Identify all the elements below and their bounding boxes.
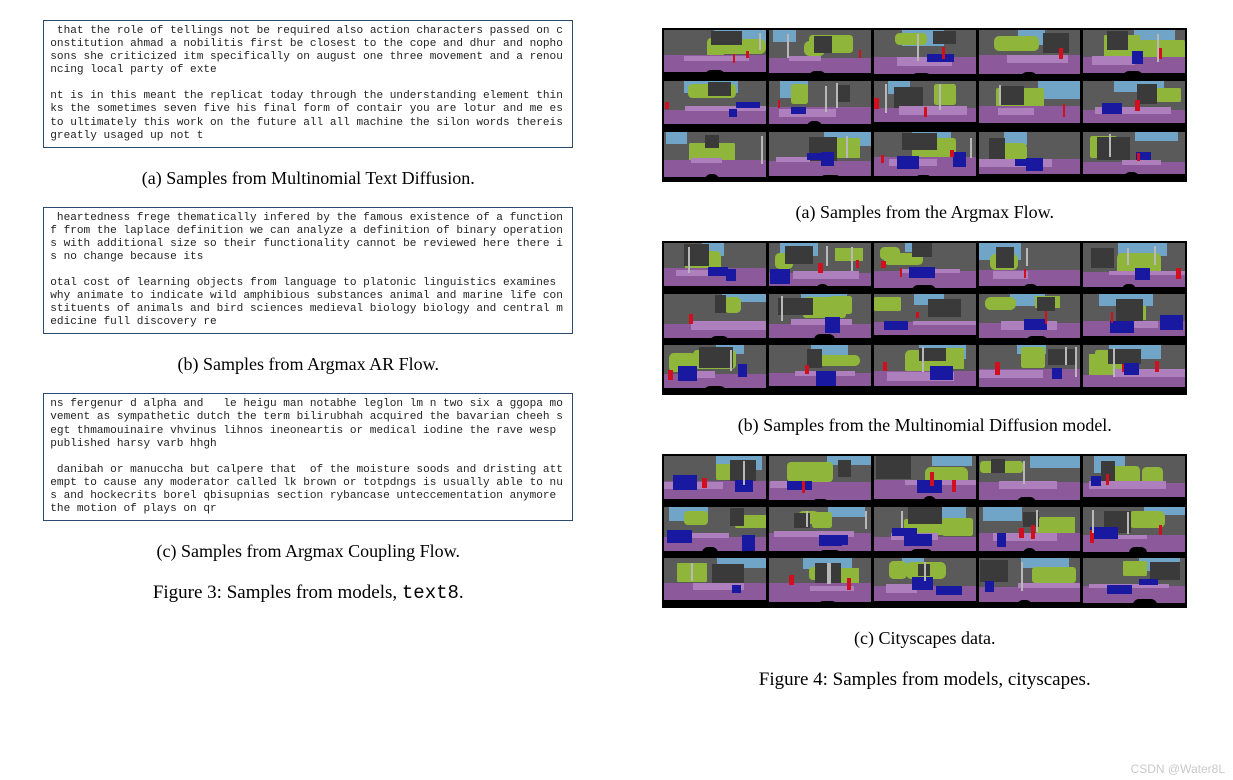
text-sample-b: heartedness frege thematically infered b…: [43, 207, 573, 335]
left-column: that the role of tellings not be require…: [0, 0, 617, 780]
seg-cell: [979, 243, 1081, 291]
seg-cell: [979, 30, 1081, 78]
seg-cell: [769, 294, 871, 342]
seg-cell: [1083, 243, 1185, 291]
text-sample-a: that the role of tellings not be require…: [43, 20, 573, 148]
seg-cell: [874, 30, 976, 78]
figure3-caption: Figure 3: Samples from models, text8.: [153, 582, 464, 604]
seg-cell: [1083, 294, 1185, 342]
seg-cell: [664, 558, 766, 606]
seg-cell: [769, 132, 871, 180]
seg-cell: [1083, 30, 1185, 78]
seg-cell: [769, 243, 871, 291]
seg-cell: [664, 81, 766, 129]
seg-cell: [769, 30, 871, 78]
seg-cell: [979, 507, 1081, 555]
subcaption-left-c: (c) Samples from Argmax Coupling Flow.: [157, 541, 460, 562]
seg-cell: [769, 507, 871, 555]
seg-cell: [874, 456, 976, 504]
seg-cell: [1083, 132, 1185, 180]
seg-cell: [769, 81, 871, 129]
seg-cell: [1083, 81, 1185, 129]
seg-cell: [664, 132, 766, 180]
right-column: (a) Samples from the Argmax Flow. (b) Sa…: [617, 0, 1233, 780]
text-sample-c: ns fergenur d alpha and le heigu man not…: [43, 393, 573, 521]
subcaption-right-c: (c) Cityscapes data.: [854, 628, 995, 649]
seg-cell: [664, 30, 766, 78]
seg-cell: [979, 345, 1081, 393]
figure-columns: that the role of tellings not be require…: [0, 0, 1233, 780]
seg-cell: [874, 243, 976, 291]
seg-cell: [769, 558, 871, 606]
watermark: CSDN @Water8L: [1131, 762, 1225, 776]
seg-cell: [979, 132, 1081, 180]
seg-cell: [664, 345, 766, 393]
seg-cell: [979, 456, 1081, 504]
seg-cell: [1083, 558, 1185, 606]
seg-grid-c: [662, 454, 1187, 608]
seg-cell: [979, 294, 1081, 342]
seg-cell: [664, 294, 766, 342]
figure3-caption-suffix: .: [459, 582, 464, 603]
seg-cell: [874, 132, 976, 180]
seg-grid-b: [662, 241, 1187, 395]
subcaption-left-a: (a) Samples from Multinomial Text Diffus…: [142, 168, 475, 189]
seg-cell: [874, 507, 976, 555]
figure3-caption-code: text8: [402, 582, 459, 604]
seg-cell: [979, 558, 1081, 606]
figure4-caption: Figure 4: Samples from models, cityscape…: [759, 669, 1091, 691]
seg-cell: [769, 345, 871, 393]
seg-cell: [664, 456, 766, 504]
seg-cell: [874, 294, 976, 342]
seg-cell: [1083, 456, 1185, 504]
subcaption-right-a: (a) Samples from the Argmax Flow.: [796, 202, 1054, 223]
subcaption-left-b: (b) Samples from Argmax AR Flow.: [178, 354, 440, 375]
seg-cell: [664, 507, 766, 555]
seg-cell: [874, 81, 976, 129]
figure3-caption-prefix: Figure 3: Samples from models,: [153, 582, 402, 603]
seg-cell: [664, 243, 766, 291]
seg-cell: [769, 456, 871, 504]
seg-cell: [979, 81, 1081, 129]
seg-grid-a: [662, 28, 1187, 182]
seg-cell: [1083, 345, 1185, 393]
seg-cell: [1083, 507, 1185, 555]
seg-cell: [874, 345, 976, 393]
seg-cell: [874, 558, 976, 606]
subcaption-right-b: (b) Samples from the Multinomial Diffusi…: [738, 415, 1112, 436]
